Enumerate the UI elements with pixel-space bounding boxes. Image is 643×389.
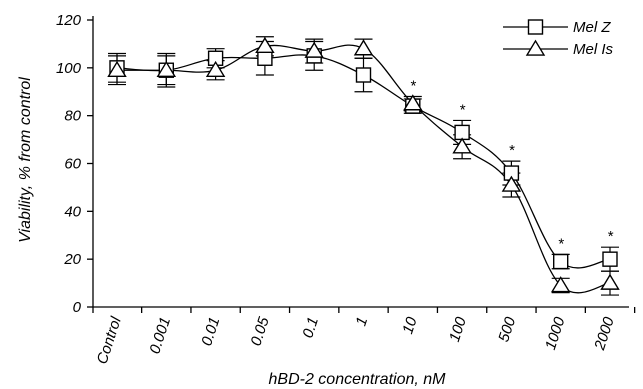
data-point-mel-is	[107, 60, 127, 77]
y-axis-title: Viability, % from control	[17, 77, 34, 243]
significance-marker: *	[459, 101, 466, 118]
y-tick-label: 120	[56, 12, 82, 29]
x-tick-label: 1000	[542, 314, 569, 352]
data-point-mel-z	[602, 251, 618, 267]
axes: 0 20 40 60 80 100 120 Control 0.001 0.01 0.05 0.1 1 1…	[56, 12, 636, 366]
data-point-mel-z	[553, 253, 569, 270]
x-tick-label: 0.05	[248, 314, 273, 348]
x-tick-label: 0.1	[299, 315, 322, 340]
data-point-mel-is	[550, 276, 571, 293]
y-tick-label: 40	[64, 203, 81, 220]
legend-label-mel-is: Mel Is	[573, 41, 614, 58]
data-point-mel-is	[501, 175, 522, 192]
data-point-mel-is	[255, 36, 275, 54]
significance-marker: *	[558, 235, 565, 252]
y-tick-label: 20	[63, 251, 81, 268]
data-point-mel-is	[205, 60, 226, 77]
legend-label-mel-z: Mel Z	[573, 19, 611, 36]
x-tick-label: 10	[399, 314, 421, 336]
x-tick-label: Control	[94, 314, 125, 366]
x-tick-label: 0.01	[198, 315, 223, 348]
markers-mel-is	[107, 36, 620, 293]
x-axis-title: hBD-2 concentration, nM	[269, 371, 447, 388]
markers-mel-z	[109, 48, 618, 270]
x-tick-label: 0.001	[146, 315, 174, 356]
series-line-mel-is	[116, 44, 611, 294]
significance-marker: *	[607, 228, 614, 245]
legend-marker-mel-z	[527, 19, 544, 35]
legend-item-mel-z: Mel Z	[503, 19, 611, 36]
y-tick-label: 80	[64, 108, 81, 125]
data-point-mel-is	[600, 273, 620, 290]
y-tick-label: 60	[64, 156, 81, 173]
x-tick-label: 2000	[591, 314, 618, 353]
data-point-mel-is	[353, 39, 374, 56]
x-tick-label: 500	[495, 314, 519, 344]
x-tick-label: 100	[446, 314, 470, 344]
x-tick-label: 1	[353, 315, 372, 328]
y-tick-label: 100	[56, 60, 82, 77]
data-point-mel-is	[156, 60, 177, 77]
series-layer: * * * * *	[107, 36, 620, 296]
data-point-mel-z	[454, 124, 470, 141]
data-point-mel-z	[257, 50, 273, 66]
legend-marker-mel-is	[525, 39, 546, 56]
data-point-mel-is	[403, 94, 423, 111]
data-point-mel-z	[355, 67, 372, 83]
legend: Mel Z Mel Is	[503, 19, 614, 58]
significance-marker: *	[410, 78, 417, 95]
y-tick-label: 0	[73, 299, 82, 316]
significance-marker: *	[508, 142, 515, 159]
legend-item-mel-is: Mel Is	[503, 39, 614, 58]
data-point-mel-is	[452, 137, 472, 154]
data-point-mel-is	[304, 41, 324, 58]
